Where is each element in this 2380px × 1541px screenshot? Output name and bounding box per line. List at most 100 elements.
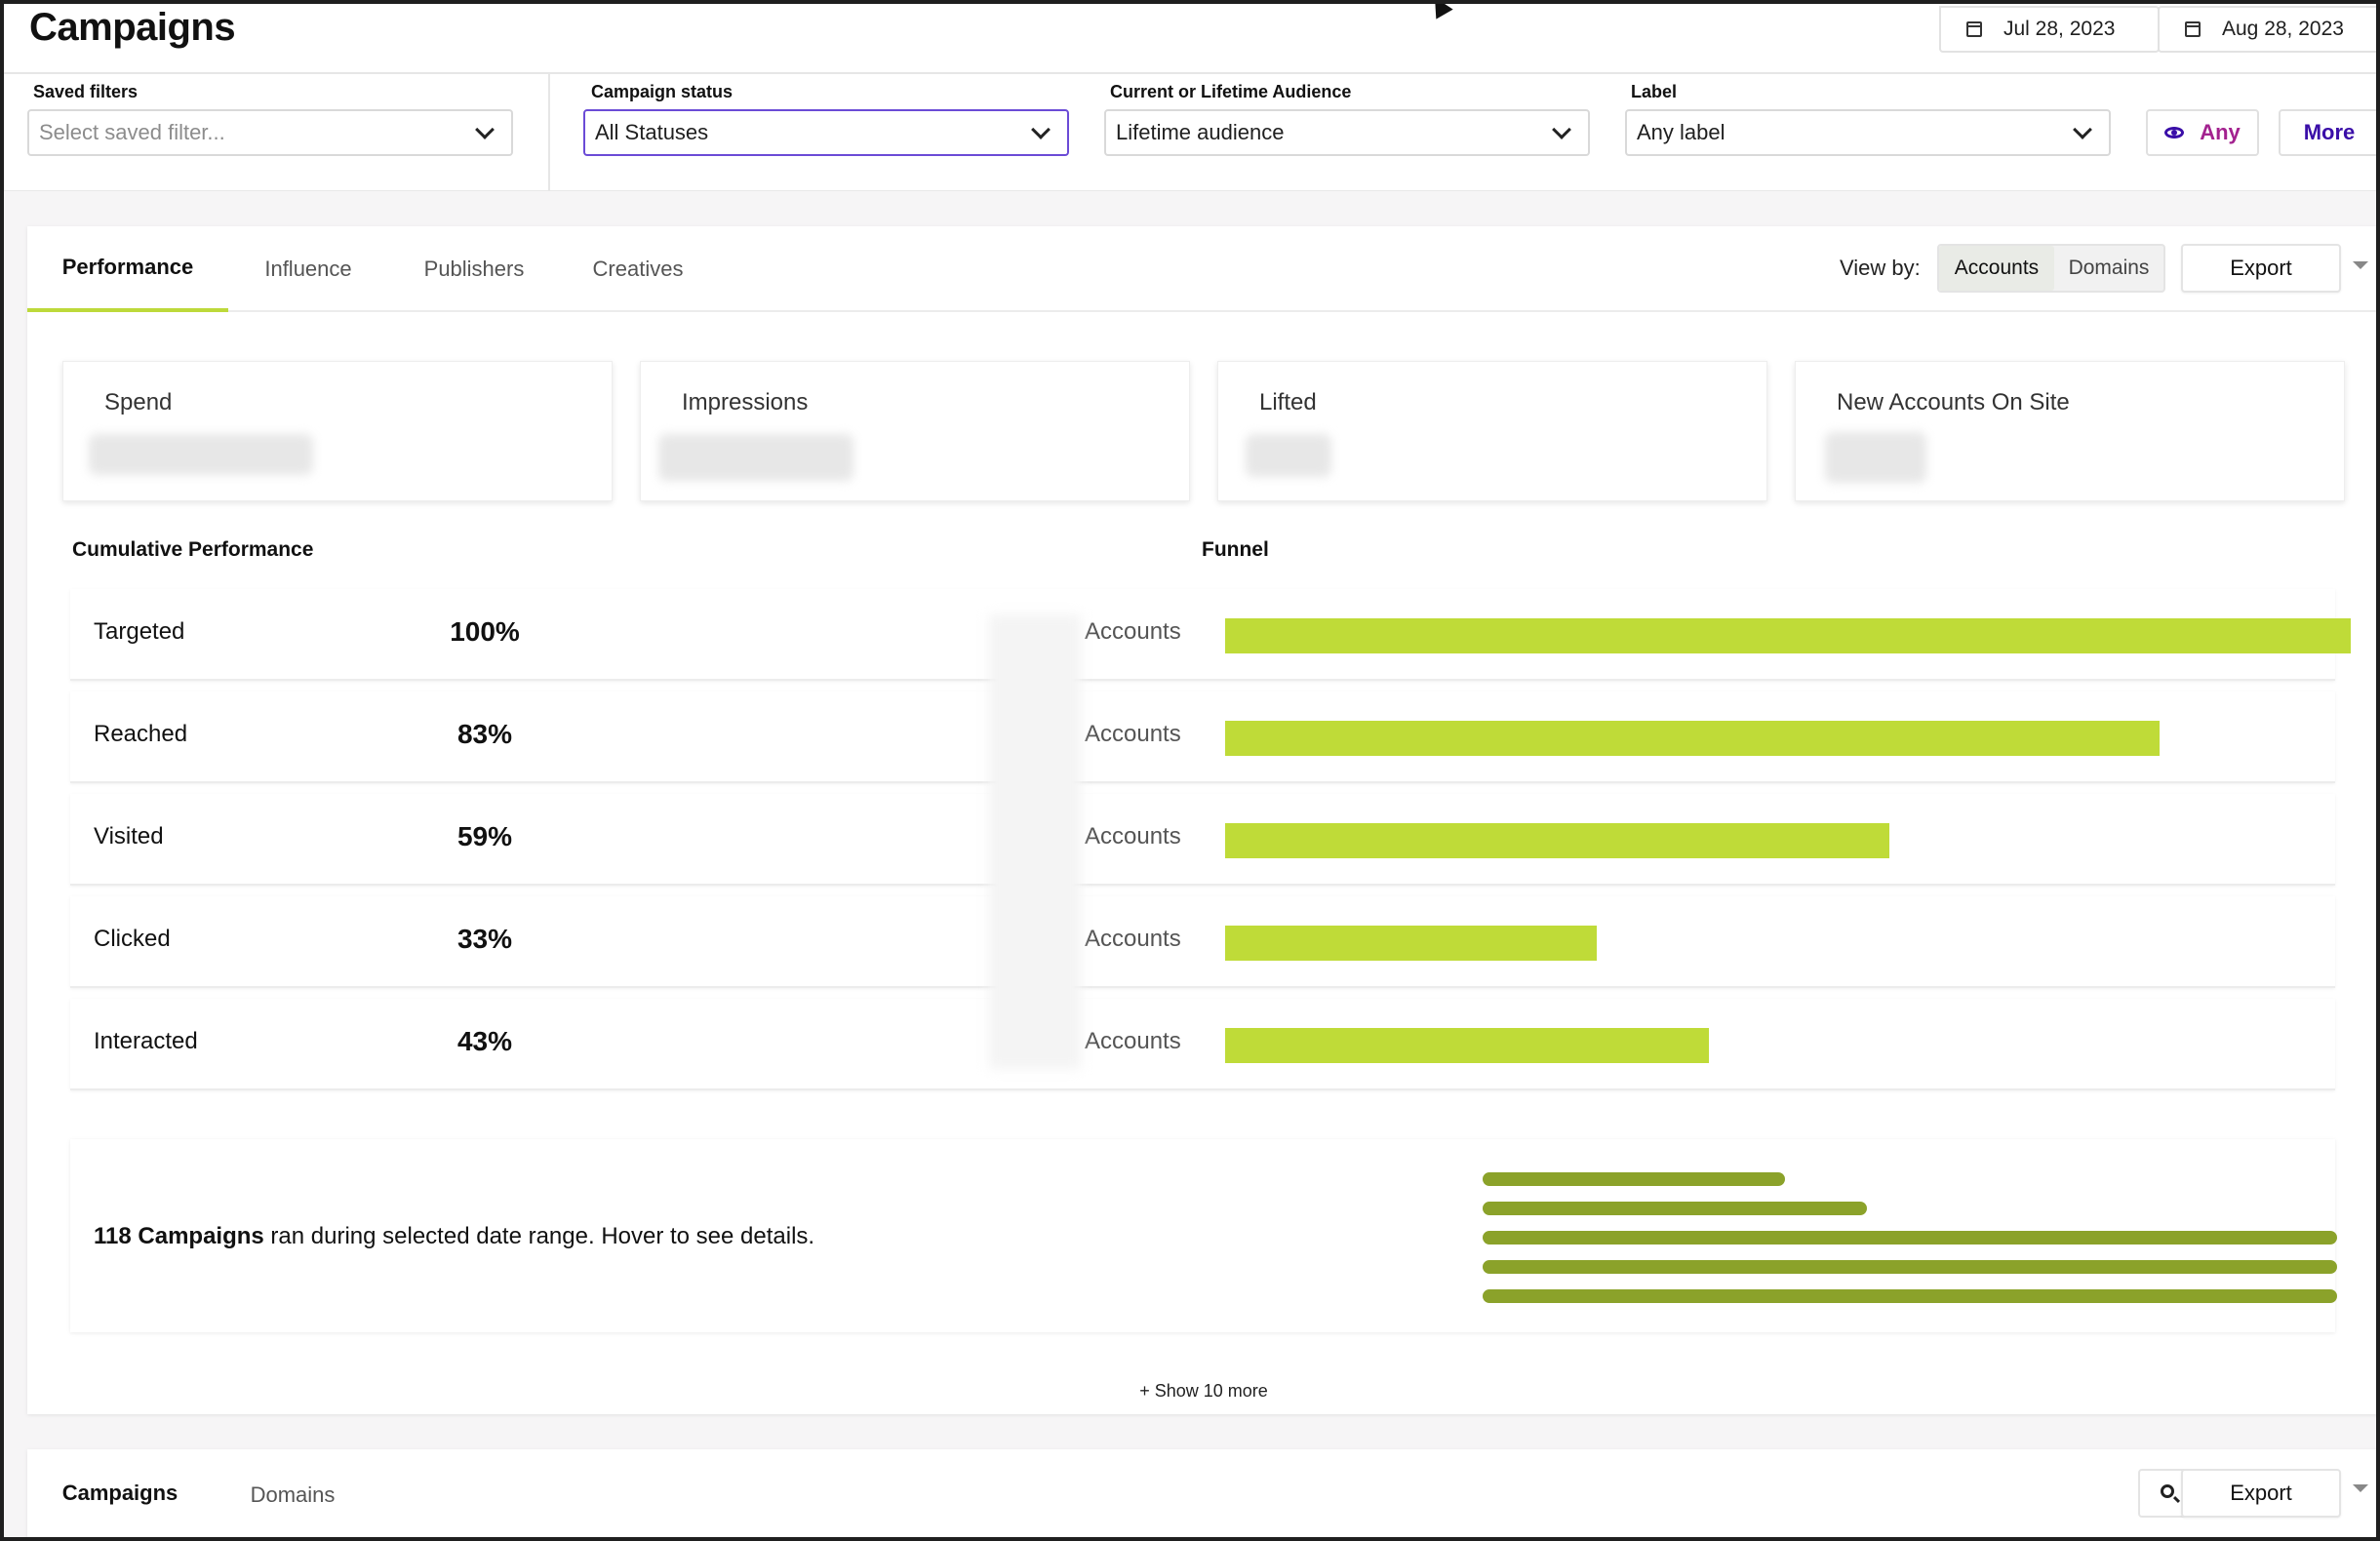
redacted-value bbox=[658, 434, 853, 481]
funnel-stage-name: Interacted bbox=[94, 1028, 198, 1054]
funnel-row-visited: Visited 59% Accounts bbox=[70, 794, 2335, 886]
campaigns-timeline[interactable]: 118 Campaigns ran during selected date r… bbox=[70, 1139, 2337, 1332]
funnel-stage-unit: Accounts bbox=[1085, 1028, 1181, 1054]
show-more-link[interactable]: + Show 10 more bbox=[1139, 1381, 1268, 1401]
export-button[interactable]: Export bbox=[2181, 1469, 2341, 1518]
start-date-label: Jul 28, 2023 bbox=[2003, 18, 2116, 40]
chevron-down-icon bbox=[1552, 120, 1571, 139]
tab-publishers[interactable]: Publishers bbox=[423, 257, 525, 281]
redacted-value bbox=[1246, 434, 1331, 477]
tab-performance[interactable]: Performance bbox=[27, 226, 228, 312]
campaign-summary-text: ran during selected date range. Hover to… bbox=[263, 1223, 815, 1249]
metric-title: New Accounts On Site bbox=[1837, 389, 2070, 415]
redacted-value bbox=[89, 434, 313, 475]
funnel-bar[interactable] bbox=[1225, 926, 1597, 961]
eye-icon bbox=[2164, 127, 2185, 138]
funnel-bar[interactable] bbox=[1225, 1028, 1709, 1063]
calendar-icon bbox=[2185, 21, 2201, 37]
metric-title: Spend bbox=[104, 389, 173, 415]
filter-divider bbox=[548, 74, 550, 191]
filter-bar: Saved filters Select saved filter... Cam… bbox=[0, 74, 2380, 191]
chevron-down-icon bbox=[2073, 120, 2092, 139]
end-date-label: Aug 28, 2023 bbox=[2222, 18, 2344, 40]
funnel-stage-percent: 59% bbox=[456, 821, 513, 851]
metric-card-impressions: Impressions bbox=[640, 361, 1190, 501]
funnel-stage-percent: 43% bbox=[456, 1026, 513, 1056]
funnel-stage-name: Targeted bbox=[94, 618, 185, 645]
funnel-bar[interactable] bbox=[1225, 721, 2160, 756]
tab-influence[interactable]: Influence bbox=[264, 257, 352, 281]
funnel-stage-unit: Accounts bbox=[1085, 721, 1181, 747]
caret-down-icon[interactable] bbox=[2353, 261, 2368, 269]
chevron-down-icon bbox=[1031, 120, 1051, 139]
label-filter-label: Label bbox=[1631, 82, 1678, 101]
more-button[interactable]: More bbox=[2279, 109, 2380, 156]
metric-card-new-accounts: New Accounts On Site bbox=[1795, 361, 2345, 501]
campaign-timeline-bar[interactable] bbox=[1483, 1202, 1867, 1215]
funnel-stage-unit: Accounts bbox=[1085, 823, 1181, 850]
any-button-label: Any bbox=[2200, 120, 2241, 144]
view-by-accounts[interactable]: Accounts bbox=[1939, 246, 2054, 291]
funnel-row-targeted: Targeted 100% Accounts bbox=[70, 589, 2351, 681]
funnel-stage-percent: 33% bbox=[456, 924, 513, 954]
saved-filters-select[interactable]: Select saved filter... bbox=[27, 109, 513, 156]
funnel-stage-name: Reached bbox=[94, 721, 188, 747]
funnel-title: Funnel bbox=[1202, 538, 1269, 561]
search-icon bbox=[2161, 1484, 2174, 1498]
funnel-stage-percent: 100% bbox=[450, 616, 520, 647]
audience-label: Current or Lifetime Audience bbox=[1110, 82, 1352, 101]
more-button-label: More bbox=[2303, 120, 2356, 144]
metric-card-spend: Spend bbox=[62, 361, 613, 501]
campaigns-table-card: Campaigns Domains Export bbox=[27, 1449, 2380, 1541]
campaign-count: 118 Campaigns bbox=[94, 1223, 264, 1249]
metric-title: Lifted bbox=[1259, 389, 1317, 415]
campaign-status-select[interactable]: All Statuses bbox=[583, 109, 1069, 156]
view-by-toggle: Accounts Domains bbox=[1937, 244, 2165, 293]
campaign-timeline-bar[interactable] bbox=[1483, 1172, 1785, 1186]
campaign-timeline-bar[interactable] bbox=[1483, 1231, 2337, 1245]
caret-down-icon[interactable] bbox=[2353, 1484, 2368, 1492]
export-button[interactable]: Export bbox=[2181, 244, 2341, 293]
funnel-row-interacted: Interacted 43% Accounts bbox=[70, 999, 2335, 1090]
mouse-cursor-icon bbox=[1426, 0, 1453, 20]
campaign-timeline-bar[interactable] bbox=[1483, 1289, 2337, 1303]
label-select[interactable]: Any label bbox=[1625, 109, 2111, 156]
audience-select[interactable]: Lifetime audience bbox=[1104, 109, 1590, 156]
label-value: Any label bbox=[1637, 120, 1726, 144]
end-date-button[interactable]: Aug 28, 2023 bbox=[2158, 6, 2380, 53]
funnel-bar[interactable] bbox=[1225, 823, 1889, 858]
saved-filters-label: Saved filters bbox=[33, 82, 139, 101]
start-date-button[interactable]: Jul 28, 2023 bbox=[1939, 6, 2160, 53]
performance-card: Performance Influence Publishers Creativ… bbox=[27, 226, 2380, 1414]
funnel-row-clicked: Clicked 33% Accounts bbox=[70, 896, 2335, 988]
calendar-icon bbox=[1966, 21, 1982, 37]
campaign-status-value: All Statuses bbox=[595, 120, 709, 144]
tab-creatives[interactable]: Creatives bbox=[592, 257, 684, 281]
view-by-domains[interactable]: Domains bbox=[2068, 257, 2150, 279]
audience-value: Lifetime audience bbox=[1116, 120, 1285, 144]
funnel-stage-unit: Accounts bbox=[1085, 618, 1181, 645]
redacted-value bbox=[1825, 432, 1926, 483]
metric-card-lifted: Lifted bbox=[1217, 361, 1767, 501]
tab-campaigns[interactable]: Campaigns bbox=[27, 1449, 213, 1541]
saved-filters-placeholder: Select saved filter... bbox=[39, 120, 225, 144]
any-button[interactable]: Any bbox=[2146, 109, 2259, 156]
funnel-bar[interactable] bbox=[1225, 618, 2351, 653]
view-by-label: View by: bbox=[1840, 256, 1921, 280]
funnel-stage-name: Visited bbox=[94, 823, 164, 850]
chevron-down-icon bbox=[475, 120, 495, 139]
funnel-stage-name: Clicked bbox=[94, 926, 171, 952]
metric-title: Impressions bbox=[682, 389, 809, 415]
funnel-row-reached: Reached 83% Accounts bbox=[70, 691, 2335, 783]
campaigns-summary: 118 Campaigns ran during selected date r… bbox=[94, 1223, 814, 1250]
funnel-stage-unit: Accounts bbox=[1085, 926, 1181, 952]
cumulative-performance-title: Cumulative Performance bbox=[72, 538, 314, 561]
top-bar: Campaigns Jul 28, 2023 Aug 28, 2023 bbox=[0, 0, 2380, 74]
funnel-stage-percent: 83% bbox=[456, 719, 513, 749]
tab-domains[interactable]: Domains bbox=[250, 1482, 336, 1507]
campaign-timeline-bar[interactable] bbox=[1483, 1260, 2337, 1274]
tab-bar: Performance Influence Publishers Creativ… bbox=[27, 226, 2380, 312]
redacted-count-column bbox=[989, 614, 1081, 1069]
campaign-status-label: Campaign status bbox=[591, 82, 734, 101]
page-title: Campaigns bbox=[29, 6, 236, 49]
